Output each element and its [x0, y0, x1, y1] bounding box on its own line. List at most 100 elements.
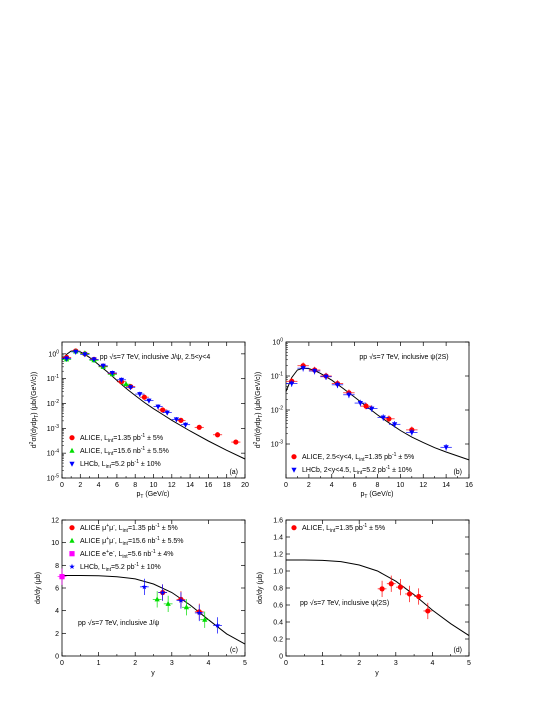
x-tick-label: 4 — [206, 660, 210, 667]
y-tick-exponent: -3 — [55, 424, 60, 430]
data-point — [73, 349, 79, 355]
legend-text-part: ± 10% — [139, 461, 161, 468]
legend-text-part: int — [122, 554, 128, 560]
legend-label: ALICE, Lint=15.6 nb-1 ± 5.5% — [80, 446, 169, 457]
x-tick-label: 12 — [419, 482, 427, 489]
data-point — [196, 424, 202, 430]
legend-label: ALICE, 2.5<y<4, Lint=1.35 pb-1 ± 5% — [302, 452, 414, 463]
chart-title: pp √s=7 TeV, inclusive ψ(2S) — [359, 353, 448, 361]
legend-marker — [69, 461, 75, 467]
y-tick-label: 6 — [55, 586, 59, 593]
legend-marker — [291, 525, 297, 531]
data-point — [416, 593, 422, 600]
legend-marker — [291, 467, 297, 473]
x-tick-label: 20 — [241, 482, 249, 489]
theory-curve-line — [62, 575, 246, 645]
legend-text-part: =1.35 pb — [128, 525, 156, 532]
legend-text-part: -1 — [141, 433, 146, 439]
y-tick-exponent: -1 — [279, 372, 284, 378]
legend-text-part: ± 5.5% — [160, 538, 184, 545]
x-tick-label: 0 — [284, 482, 288, 489]
y-axis-label: dσ/dy (μb) — [35, 572, 42, 604]
data-point — [300, 366, 306, 372]
y-tick-label: 10-2 — [47, 399, 59, 408]
y-tick-label: 0 — [279, 654, 283, 661]
legend-text-part: ALICE μ — [80, 525, 106, 532]
legend-text-part: -1 — [392, 452, 397, 458]
data-point — [369, 406, 375, 412]
legend-text-part: , L — [115, 525, 123, 532]
x-tick-label: 0 — [60, 482, 64, 489]
legend-text-part: LHCb, L — [80, 564, 106, 571]
data-point — [425, 608, 431, 614]
legend-text-part: ALICE, 2.5<y<4, L — [302, 454, 359, 461]
y-tick-label: 10-3 — [47, 424, 59, 433]
y-tick-label: 1.2 — [273, 552, 283, 559]
y-tick-label: 12 — [51, 518, 59, 525]
data-point — [100, 363, 106, 369]
data-point — [233, 439, 239, 445]
data-points — [377, 575, 433, 620]
data-point — [202, 616, 208, 622]
legend-text-part: ± 10% — [390, 467, 412, 474]
data-point — [380, 415, 386, 421]
legend-label: ALICE μ+μ-, Lint=1.35 pb-1 ± 5% — [80, 523, 178, 534]
legend-text-part: =15.6 nb — [128, 538, 156, 545]
legend-text-part: - — [113, 536, 115, 542]
x-tick-label: 1 — [97, 660, 101, 667]
theory-curve — [285, 367, 470, 461]
legend-text-part: LHCb, L — [80, 461, 106, 468]
data-point — [164, 410, 170, 416]
y-tick-base: 10 — [47, 401, 55, 408]
legend-label: ALICE, Lint=1.35 pb-1 ± 5% — [80, 433, 163, 444]
x-tick-label: 8 — [376, 482, 380, 489]
legend-marker — [69, 563, 75, 570]
legend-text-part: int — [106, 567, 112, 573]
legend-text-part: =5.2 pb — [362, 467, 386, 474]
y-tick-base: 10 — [47, 476, 55, 483]
x-axis-label: pT (GeV/c) — [136, 491, 169, 500]
y-tick-label: 10 — [51, 540, 59, 547]
data-point — [388, 581, 394, 587]
legend-text-part: =5.2 pb — [111, 564, 135, 571]
x-tick-label: 10 — [396, 482, 404, 489]
chart-title: pp √s=7 TeV, inclusive ψ(2S) — [300, 599, 389, 607]
legend-text-part: ± 5% — [145, 435, 163, 442]
y-tick-label: 1.6 — [273, 518, 283, 525]
data-point — [146, 398, 152, 404]
legend-text-part: -1 — [151, 549, 156, 555]
y-tick-base: 10 — [48, 351, 56, 358]
panel-label: (c) — [230, 647, 238, 654]
y-tick-base: 10 — [271, 442, 279, 449]
legend-text-part: e — [109, 551, 113, 558]
theory-curve-line — [285, 367, 470, 461]
y-tick-label: 8 — [55, 563, 59, 570]
legend-text-part: int — [108, 451, 114, 457]
legend-text-part: ± 10% — [139, 564, 161, 571]
legend-marker — [69, 551, 75, 557]
data-point — [91, 357, 97, 363]
data-point — [397, 584, 403, 590]
legend-text-part: ± 5% — [367, 525, 385, 532]
x-tick-label: 3 — [170, 660, 174, 667]
legend-text-part: + — [106, 523, 109, 529]
y-tick-base: 10 — [47, 451, 55, 458]
data-point — [154, 596, 160, 602]
legend-label: LHCb, 2<y<4.5, Lint=5.2 pb-1 ± 10% — [302, 465, 412, 476]
legend-text-part: =1.35 pb — [364, 454, 392, 461]
y-tick-label: 0.8 — [273, 586, 283, 593]
data-points — [286, 362, 452, 451]
x-axis-label: y — [375, 670, 379, 677]
data-point — [443, 445, 449, 451]
legend-text-part: int — [330, 528, 336, 534]
y-tick-label: 4 — [55, 608, 59, 615]
y-tick-exponent: -4 — [55, 449, 60, 455]
y-tick-label: 100 — [48, 349, 59, 358]
chart-title: pp √s=7 TeV, inclusive J/ψ, 2.5<y<4 — [100, 353, 211, 361]
x-tick-label: 5 — [467, 660, 471, 667]
legend-text-part: , L — [115, 551, 123, 558]
data-point — [141, 583, 148, 590]
legend-text-part: , L — [115, 538, 123, 545]
